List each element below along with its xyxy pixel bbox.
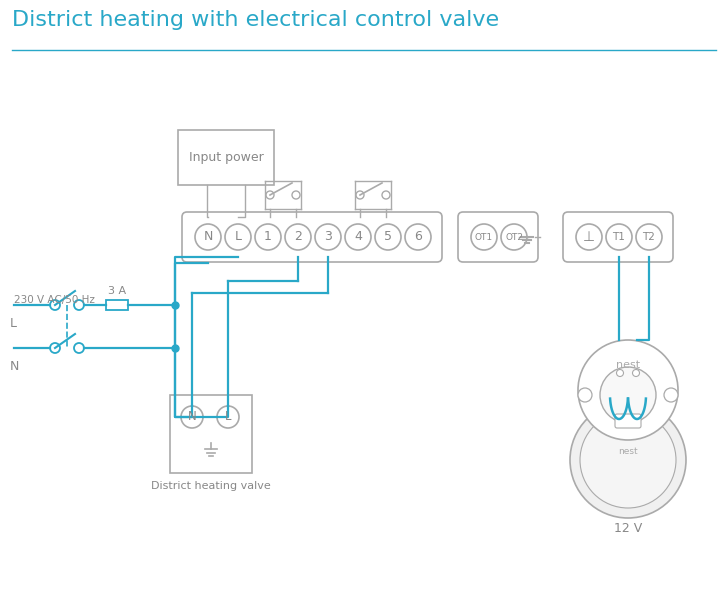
Text: N: N <box>10 360 20 373</box>
Text: 1: 1 <box>264 230 272 244</box>
Text: N: N <box>188 410 197 424</box>
Text: ⊥: ⊥ <box>583 230 595 244</box>
Circle shape <box>405 224 431 250</box>
Circle shape <box>664 388 678 402</box>
Text: N: N <box>203 230 213 244</box>
FancyBboxPatch shape <box>182 212 442 262</box>
FancyBboxPatch shape <box>563 212 673 262</box>
Circle shape <box>356 191 364 199</box>
Circle shape <box>578 340 678 440</box>
Bar <box>170 395 252 473</box>
Text: nest: nest <box>618 447 638 457</box>
Text: 4: 4 <box>354 230 362 244</box>
Circle shape <box>617 369 623 377</box>
Text: District heating valve: District heating valve <box>151 481 271 491</box>
Circle shape <box>471 224 497 250</box>
Text: OT1: OT1 <box>475 232 493 242</box>
Text: L: L <box>234 230 242 244</box>
Text: T2: T2 <box>643 232 655 242</box>
Circle shape <box>285 224 311 250</box>
Circle shape <box>74 343 84 353</box>
Circle shape <box>74 300 84 310</box>
Text: OT2: OT2 <box>505 232 523 242</box>
Circle shape <box>375 224 401 250</box>
Circle shape <box>345 224 371 250</box>
Circle shape <box>633 369 639 377</box>
Circle shape <box>315 224 341 250</box>
Text: 3 A: 3 A <box>108 286 126 296</box>
Text: T1: T1 <box>612 232 625 242</box>
Text: L: L <box>225 410 232 424</box>
Circle shape <box>50 343 60 353</box>
Bar <box>106 300 128 310</box>
Text: nest: nest <box>616 360 640 370</box>
Text: 3: 3 <box>324 230 332 244</box>
Circle shape <box>600 367 656 423</box>
Circle shape <box>181 406 203 428</box>
Text: 6: 6 <box>414 230 422 244</box>
Circle shape <box>50 300 60 310</box>
Circle shape <box>501 224 527 250</box>
Text: 230 V AC/50 Hz: 230 V AC/50 Hz <box>14 295 95 305</box>
Text: L: L <box>10 317 17 330</box>
Circle shape <box>636 224 662 250</box>
Text: 5: 5 <box>384 230 392 244</box>
Circle shape <box>195 224 221 250</box>
Text: District heating with electrical control valve: District heating with electrical control… <box>12 10 499 30</box>
Circle shape <box>578 388 592 402</box>
Circle shape <box>576 224 602 250</box>
Bar <box>178 130 274 185</box>
Circle shape <box>217 406 239 428</box>
Circle shape <box>580 412 676 508</box>
Circle shape <box>225 224 251 250</box>
Text: 2: 2 <box>294 230 302 244</box>
Text: Input power: Input power <box>189 151 264 164</box>
Text: 12 V: 12 V <box>614 522 642 535</box>
Circle shape <box>266 191 274 199</box>
Circle shape <box>382 191 390 199</box>
Circle shape <box>292 191 300 199</box>
FancyBboxPatch shape <box>458 212 538 262</box>
FancyBboxPatch shape <box>615 414 641 428</box>
Circle shape <box>606 224 632 250</box>
Circle shape <box>255 224 281 250</box>
Circle shape <box>570 402 686 518</box>
